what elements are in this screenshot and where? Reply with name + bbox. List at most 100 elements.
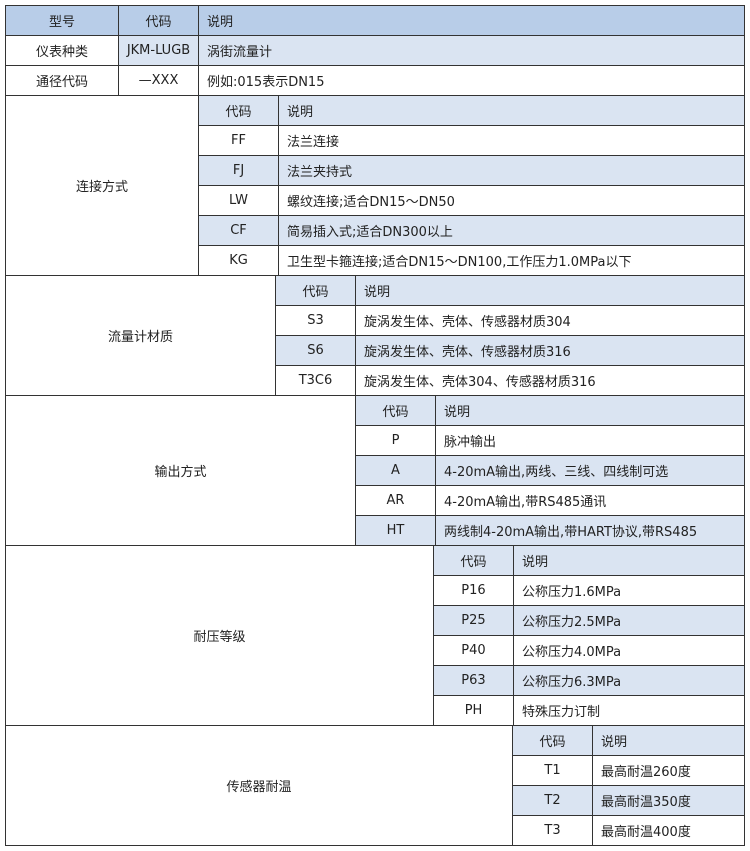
row-code: T3 xyxy=(513,816,593,846)
row-code: —XXX xyxy=(119,66,199,96)
sub-header-desc: 说明 xyxy=(593,726,745,756)
table-row: T3 最高耐温400度 xyxy=(513,816,745,846)
table-row: 仪表种类 JKM-LUGB 涡街流量计 xyxy=(6,36,745,66)
row-label: 仪表种类 xyxy=(6,36,119,66)
sub-header-desc: 说明 xyxy=(356,276,745,306)
row-desc: 4-20mA输出,带RS485通讯 xyxy=(436,486,745,516)
row-code: FF xyxy=(199,126,279,156)
sub-header-row: 代码 说明 xyxy=(434,546,745,576)
table-row: S6 旋涡发生体、壳体、传感器材质316 xyxy=(276,336,745,366)
row-desc: 旋涡发生体、壳体、传感器材质316 xyxy=(356,336,745,366)
header-code: 代码 xyxy=(119,6,199,36)
sub-header-desc: 说明 xyxy=(514,546,745,576)
row-code: T1 xyxy=(513,756,593,786)
table-row: P 脉冲输出 xyxy=(356,426,745,456)
row-code: P16 xyxy=(434,576,514,606)
section-3: 输出方式 代码 说明 P 脉冲输出 A 4-20mA输出,两线、三线、四线制可选 AR 4-20… xyxy=(6,396,745,546)
table-row: T1 最高耐温260度 xyxy=(513,756,745,786)
section-label: 连接方式 xyxy=(6,96,199,276)
section-2: 流量计材质 代码 说明 S3 旋涡发生体、壳体、传感器材质304 S6 旋涡发生体、壳体、传… xyxy=(6,276,745,396)
header-desc: 说明 xyxy=(199,6,745,36)
row-code: P63 xyxy=(434,666,514,696)
table-row: CF 简易插入式;适合DN300以上 xyxy=(199,216,745,246)
row-desc: 公称压力1.6MPa xyxy=(514,576,745,606)
sub-header-desc: 说明 xyxy=(279,96,745,126)
sub-table: 代码 说明 T1 最高耐温260度 T2 最高耐温350度 T3 最高耐温400度 xyxy=(513,726,745,846)
table-row: A 4-20mA输出,两线、三线、四线制可选 xyxy=(356,456,745,486)
row-code: P xyxy=(356,426,436,456)
sub-header-row: 代码 说明 xyxy=(513,726,745,756)
row-code: LW xyxy=(199,186,279,216)
table-row: S3 旋涡发生体、壳体、传感器材质304 xyxy=(276,306,745,336)
section-4: 耐压等级 代码 说明 P16 公称压力1.6MPa P25 公称压力2.5MPa P40 公称压… xyxy=(6,546,745,726)
section-label: 流量计材质 xyxy=(6,276,276,396)
table-header-row: 型号 代码 说明 xyxy=(6,6,745,36)
sub-header-code: 代码 xyxy=(356,396,436,426)
row-desc: 旋涡发生体、壳体、传感器材质304 xyxy=(356,306,745,336)
sub-header-row: 代码 说明 xyxy=(356,396,745,426)
row-desc: 法兰连接 xyxy=(279,126,745,156)
table-row: AR 4-20mA输出,带RS485通讯 xyxy=(356,486,745,516)
table-row: LW 螺纹连接;适合DN15～DN50 xyxy=(199,186,745,216)
sub-header-code: 代码 xyxy=(434,546,514,576)
sub-header-desc: 说明 xyxy=(436,396,745,426)
row-code: CF xyxy=(199,216,279,246)
row-code: P25 xyxy=(434,606,514,636)
row-code: T3C6 xyxy=(276,366,356,396)
row-code: S6 xyxy=(276,336,356,366)
section-5: 传感器耐温 代码 说明 T1 最高耐温260度 T2 最高耐温350度 T3 最高耐温400度 xyxy=(6,726,745,846)
row-desc: 最高耐温260度 xyxy=(593,756,745,786)
section-label: 耐压等级 xyxy=(6,546,434,726)
sub-header-code: 代码 xyxy=(199,96,279,126)
table-row: T2 最高耐温350度 xyxy=(513,786,745,816)
row-desc: 脉冲输出 xyxy=(436,426,745,456)
table-row: FJ 法兰夹持式 xyxy=(199,156,745,186)
row-desc: 4-20mA输出,两线、三线、四线制可选 xyxy=(436,456,745,486)
row-desc: 特殊压力订制 xyxy=(514,696,745,726)
table-row: FF 法兰连接 xyxy=(199,126,745,156)
table-row: PH 特殊压力订制 xyxy=(434,696,745,726)
section-label: 传感器耐温 xyxy=(6,726,513,846)
sub-header-code: 代码 xyxy=(276,276,356,306)
row-desc: 法兰夹持式 xyxy=(279,156,745,186)
row-code: HT xyxy=(356,516,436,546)
row-desc: 旋涡发生体、壳体304、传感器材质316 xyxy=(356,366,745,396)
row-code: JKM-LUGB xyxy=(119,36,199,66)
sub-table: 代码 说明 P 脉冲输出 A 4-20mA输出,两线、三线、四线制可选 AR 4-20mA输出… xyxy=(356,396,745,546)
section-label: 输出方式 xyxy=(6,396,356,546)
row-code: AR xyxy=(356,486,436,516)
header-model: 型号 xyxy=(6,6,119,36)
sub-header-row: 代码 说明 xyxy=(276,276,745,306)
table-row: KG 卫生型卡箍连接;适合DN15～DN100,工作压力1.0MPa以下 xyxy=(199,246,745,276)
row-desc: 卫生型卡箍连接;适合DN15～DN100,工作压力1.0MPa以下 xyxy=(279,246,745,276)
row-desc: 最高耐温350度 xyxy=(593,786,745,816)
row-code: PH xyxy=(434,696,514,726)
row-desc: 最高耐温400度 xyxy=(593,816,745,846)
table-row: P25 公称压力2.5MPa xyxy=(434,606,745,636)
table-row: P16 公称压力1.6MPa xyxy=(434,576,745,606)
table-row: P63 公称压力6.3MPa xyxy=(434,666,745,696)
row-desc: 公称压力4.0MPa xyxy=(514,636,745,666)
row-code: FJ xyxy=(199,156,279,186)
row-code: P40 xyxy=(434,636,514,666)
table-row: 通径代码 —XXX 例如:015表示DN15 xyxy=(6,66,745,96)
row-desc: 简易插入式;适合DN300以上 xyxy=(279,216,745,246)
model-selection-table: 型号 代码 说明 仪表种类 JKM-LUGB 涡街流量计 通径代码 —XXX 例… xyxy=(5,5,745,846)
row-desc: 公称压力6.3MPa xyxy=(514,666,745,696)
row-desc: 公称压力2.5MPa xyxy=(514,606,745,636)
sub-header-code: 代码 xyxy=(513,726,593,756)
row-code: A xyxy=(356,456,436,486)
section-1: 连接方式 代码 说明 FF 法兰连接 FJ 法兰夹持式 LW 螺纹连接;适合DN15～DN50 C… xyxy=(6,96,745,276)
row-desc: 例如:015表示DN15 xyxy=(199,66,745,96)
row-code: S3 xyxy=(276,306,356,336)
sub-header-row: 代码 说明 xyxy=(199,96,745,126)
sub-table: 代码 说明 FF 法兰连接 FJ 法兰夹持式 LW 螺纹连接;适合DN15～DN50 CF 简易插… xyxy=(199,96,745,276)
table-row: T3C6 旋涡发生体、壳体304、传感器材质316 xyxy=(276,366,745,396)
sub-table: 代码 说明 S3 旋涡发生体、壳体、传感器材质304 S6 旋涡发生体、壳体、传感器材质3… xyxy=(276,276,745,396)
row-desc: 涡街流量计 xyxy=(199,36,745,66)
row-label: 通径代码 xyxy=(6,66,119,96)
row-desc: 螺纹连接;适合DN15～DN50 xyxy=(279,186,745,216)
table-row: P40 公称压力4.0MPa xyxy=(434,636,745,666)
row-code: KG xyxy=(199,246,279,276)
row-code: T2 xyxy=(513,786,593,816)
